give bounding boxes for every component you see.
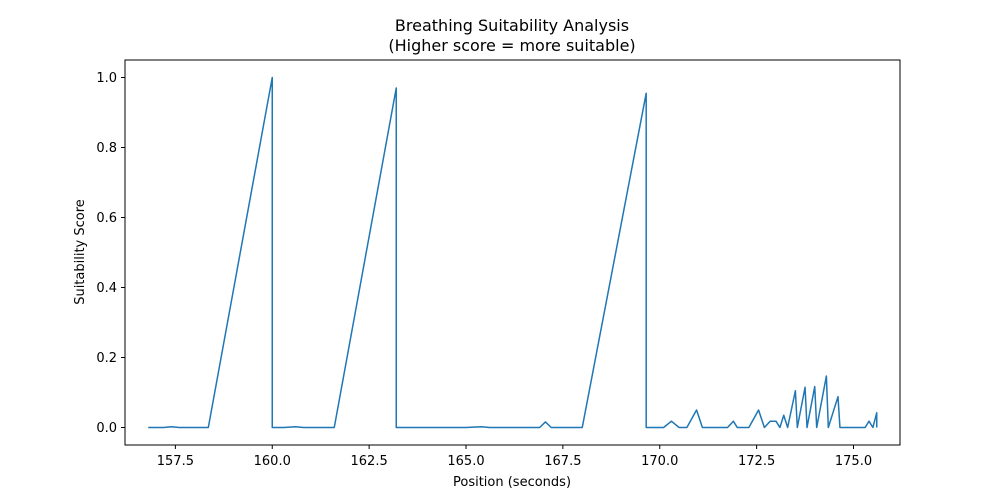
x-tick-label: 170.0 (641, 454, 678, 469)
chart-title: Breathing Suitability Analysis (395, 16, 629, 35)
series-line (148, 76, 878, 429)
plot-area: 157.5 160.0 162.5 165.0 167.5 170.0 172.5 175.0… (96, 59, 901, 469)
x-tick-label: 175.0 (835, 454, 872, 469)
y-tick-label: 0.8 (96, 141, 117, 156)
plot-frame (124, 59, 901, 446)
x-tick-label: 160.0 (254, 454, 291, 469)
x-tick-label: 165.0 (447, 454, 484, 469)
y-tick-label: 0.6 (96, 211, 117, 226)
x-tick-label: 157.5 (157, 454, 194, 469)
y-tick-label: 0.2 (96, 351, 117, 366)
y-tick-label: 0.4 (96, 281, 117, 296)
y-axis: 0.0 0.2 0.4 0.6 0.8 1.0 (96, 71, 125, 436)
x-axis-label: Position (seconds) (453, 475, 571, 490)
y-tick-label: 1.0 (96, 71, 117, 86)
chart-subtitle: (Higher score = more suitable) (388, 36, 635, 55)
y-axis-label: Suitability Score (73, 199, 88, 305)
x-axis: 157.5 160.0 162.5 165.0 167.5 170.0 172.5 175.0 (157, 445, 872, 469)
x-tick-label: 172.5 (738, 454, 775, 469)
x-tick-label: 167.5 (544, 454, 581, 469)
x-tick-label: 162.5 (351, 454, 388, 469)
y-tick-label: 0.0 (96, 421, 117, 436)
